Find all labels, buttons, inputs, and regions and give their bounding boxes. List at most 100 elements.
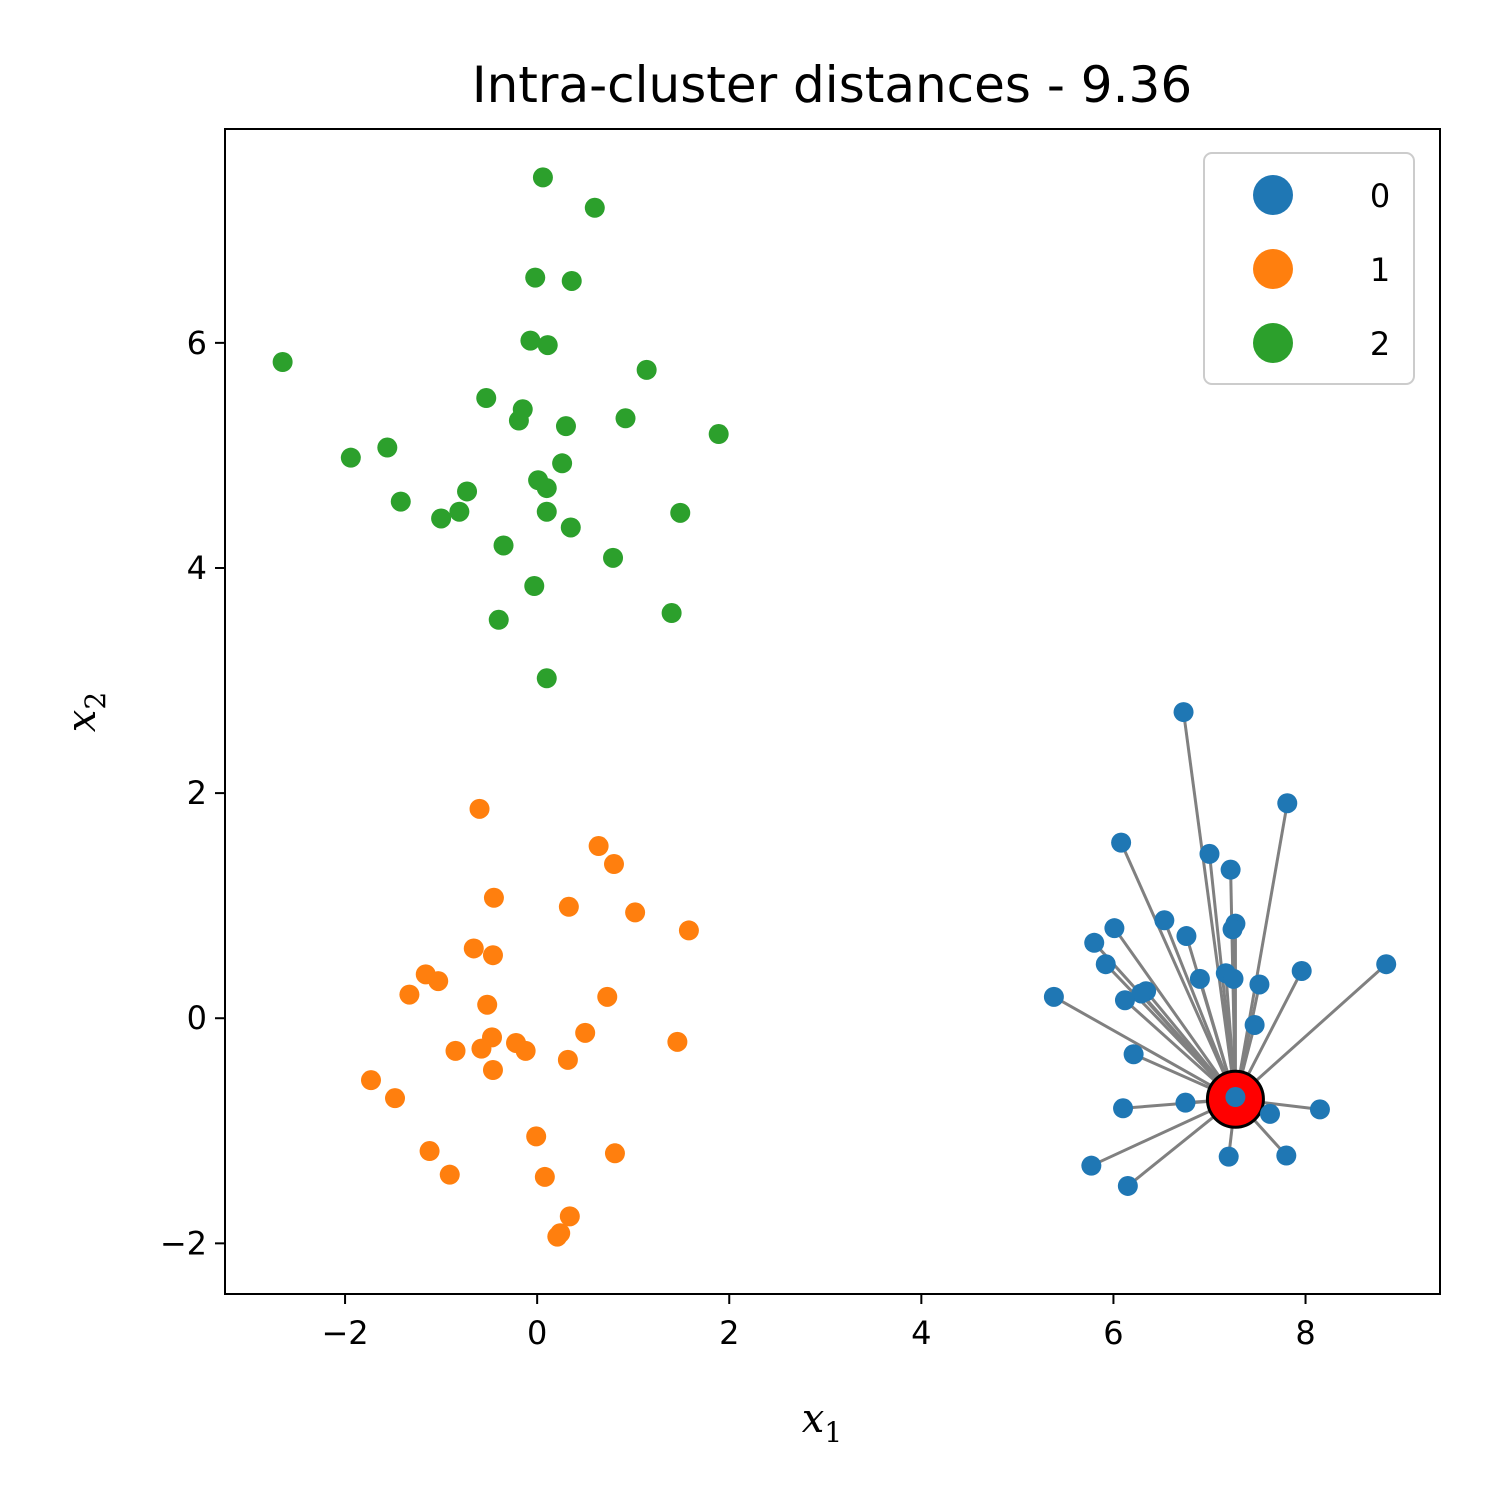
data-point <box>1199 843 1220 864</box>
data-point <box>488 609 509 630</box>
chart-title: Intra-cluster distances - 9.36 <box>472 56 1192 114</box>
distance-line <box>1162 919 1237 1100</box>
data-point <box>390 491 411 512</box>
x-tick-label: −2 <box>321 1314 368 1352</box>
data-point <box>463 938 484 959</box>
legend-box <box>1203 152 1415 385</box>
y-axis-ticks: −2 0 2 4 6 <box>160 324 225 1262</box>
legend-label: 0 <box>1370 177 1390 215</box>
data-point <box>1084 932 1105 953</box>
data-point <box>588 836 609 857</box>
data-point <box>536 478 557 499</box>
data-point <box>431 508 452 529</box>
data-point <box>575 1022 596 1043</box>
data-point <box>340 447 361 468</box>
distance-line <box>1233 802 1289 1100</box>
data-point <box>526 1126 547 1147</box>
legend: 0 1 2 <box>1203 152 1415 385</box>
data-point <box>508 410 529 431</box>
data-point <box>537 335 558 356</box>
y-tick-label: −2 <box>160 1224 207 1262</box>
x-axis-label-subscript: 1 <box>824 1416 842 1449</box>
data-point <box>1043 986 1064 1007</box>
data-point <box>1222 919 1243 940</box>
data-point <box>457 481 478 502</box>
y-tick-label: 4 <box>187 549 207 587</box>
data-point <box>482 1060 503 1081</box>
data-point <box>558 896 579 917</box>
distance-line <box>1113 927 1237 1101</box>
data-point <box>1123 1044 1144 1065</box>
y-tick-label: 2 <box>187 774 207 812</box>
data-point <box>536 501 557 522</box>
data-point <box>536 668 557 689</box>
data-point <box>449 501 470 522</box>
distance-line <box>1182 711 1237 1100</box>
legend-label: 2 <box>1370 325 1390 363</box>
x-tick-label: 0 <box>527 1314 547 1352</box>
data-point <box>532 167 553 188</box>
data-point <box>670 502 691 523</box>
data-point <box>524 575 545 596</box>
data-point <box>625 902 646 923</box>
distance-line <box>1234 963 1388 1101</box>
y-tick-label: 6 <box>187 324 207 362</box>
x-axis-label-main: x <box>802 1396 825 1442</box>
data-point <box>525 267 546 288</box>
legend-marker <box>1253 175 1293 215</box>
data-point <box>604 1143 625 1164</box>
x-tick-label: 8 <box>1295 1314 1315 1352</box>
data-point <box>615 408 636 429</box>
data-point <box>557 1049 578 1070</box>
data-point <box>1291 960 1312 981</box>
data-point <box>1218 1146 1239 1167</box>
series-0 <box>1043 702 1397 1196</box>
data-point <box>1376 954 1397 975</box>
x-axis-ticks: −2 0 2 4 6 8 <box>321 1294 1316 1352</box>
data-point <box>597 986 618 1007</box>
data-point <box>636 359 657 380</box>
x-tick-label: 2 <box>719 1314 739 1352</box>
data-point <box>534 1166 555 1187</box>
data-point <box>555 416 576 437</box>
data-point <box>515 1040 536 1061</box>
data-point <box>1225 1087 1246 1108</box>
y-tick-label: 0 <box>187 999 207 1037</box>
data-point <box>1276 1145 1297 1166</box>
series-1 <box>360 798 699 1247</box>
data-point <box>552 453 573 474</box>
data-point <box>1131 983 1152 1004</box>
data-point <box>1309 1099 1330 1120</box>
data-point <box>1154 910 1175 931</box>
data-point <box>603 547 624 568</box>
data-point <box>559 1206 580 1227</box>
data-point <box>360 1070 381 1091</box>
data-point <box>1223 968 1244 989</box>
series-2 <box>272 167 729 689</box>
data-point <box>477 994 498 1015</box>
data-point <box>272 352 293 372</box>
x-tick-label: 6 <box>1103 1314 1123 1352</box>
distance-lines <box>1053 711 1388 1188</box>
y-axis-label: x2 <box>59 692 112 732</box>
data-point <box>520 330 541 351</box>
data-point <box>584 197 605 218</box>
data-point <box>385 1088 406 1109</box>
data-point <box>678 920 699 941</box>
data-point <box>399 984 420 1005</box>
data-point <box>1259 1103 1280 1124</box>
data-point <box>482 945 503 966</box>
y-axis-label-subscript: 2 <box>79 692 112 710</box>
data-point <box>603 854 624 875</box>
data-point <box>1095 954 1116 975</box>
data-point <box>476 388 497 409</box>
data-point <box>1117 1175 1138 1196</box>
data-point <box>439 1164 460 1185</box>
legend-marker <box>1253 249 1293 289</box>
data-point <box>1104 918 1125 939</box>
data-point <box>1244 1014 1265 1035</box>
data-point <box>1175 1092 1196 1113</box>
data-point <box>428 971 449 992</box>
data-point <box>560 517 581 538</box>
